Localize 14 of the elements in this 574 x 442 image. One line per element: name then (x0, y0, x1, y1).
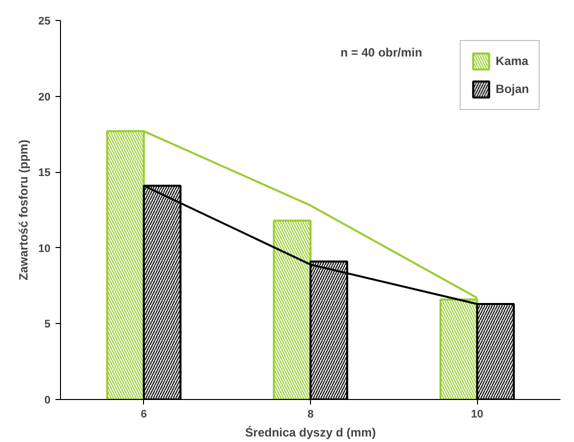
y-tick-label: 25 (38, 16, 51, 28)
legend-label: Bojan (496, 82, 529, 96)
y-axis-title: Zawartość fosforu (ppm) (16, 140, 30, 280)
x-tick-label: 8 (307, 408, 314, 420)
y-tick-label: 0 (44, 394, 51, 406)
y-tick-label: 5 (44, 318, 51, 331)
y-tick-label: 10 (38, 242, 51, 255)
legend-label: Kama (496, 54, 528, 68)
x-axis-title: Średnica dyszy d (mm) (245, 426, 376, 440)
y-tick-label: 15 (38, 167, 51, 180)
x-tick-label: 10 (471, 408, 484, 420)
x-tick-label: 6 (140, 408, 147, 420)
annotation: n = 40 obr/min (340, 46, 422, 60)
y-tick-label: 20 (38, 91, 51, 104)
